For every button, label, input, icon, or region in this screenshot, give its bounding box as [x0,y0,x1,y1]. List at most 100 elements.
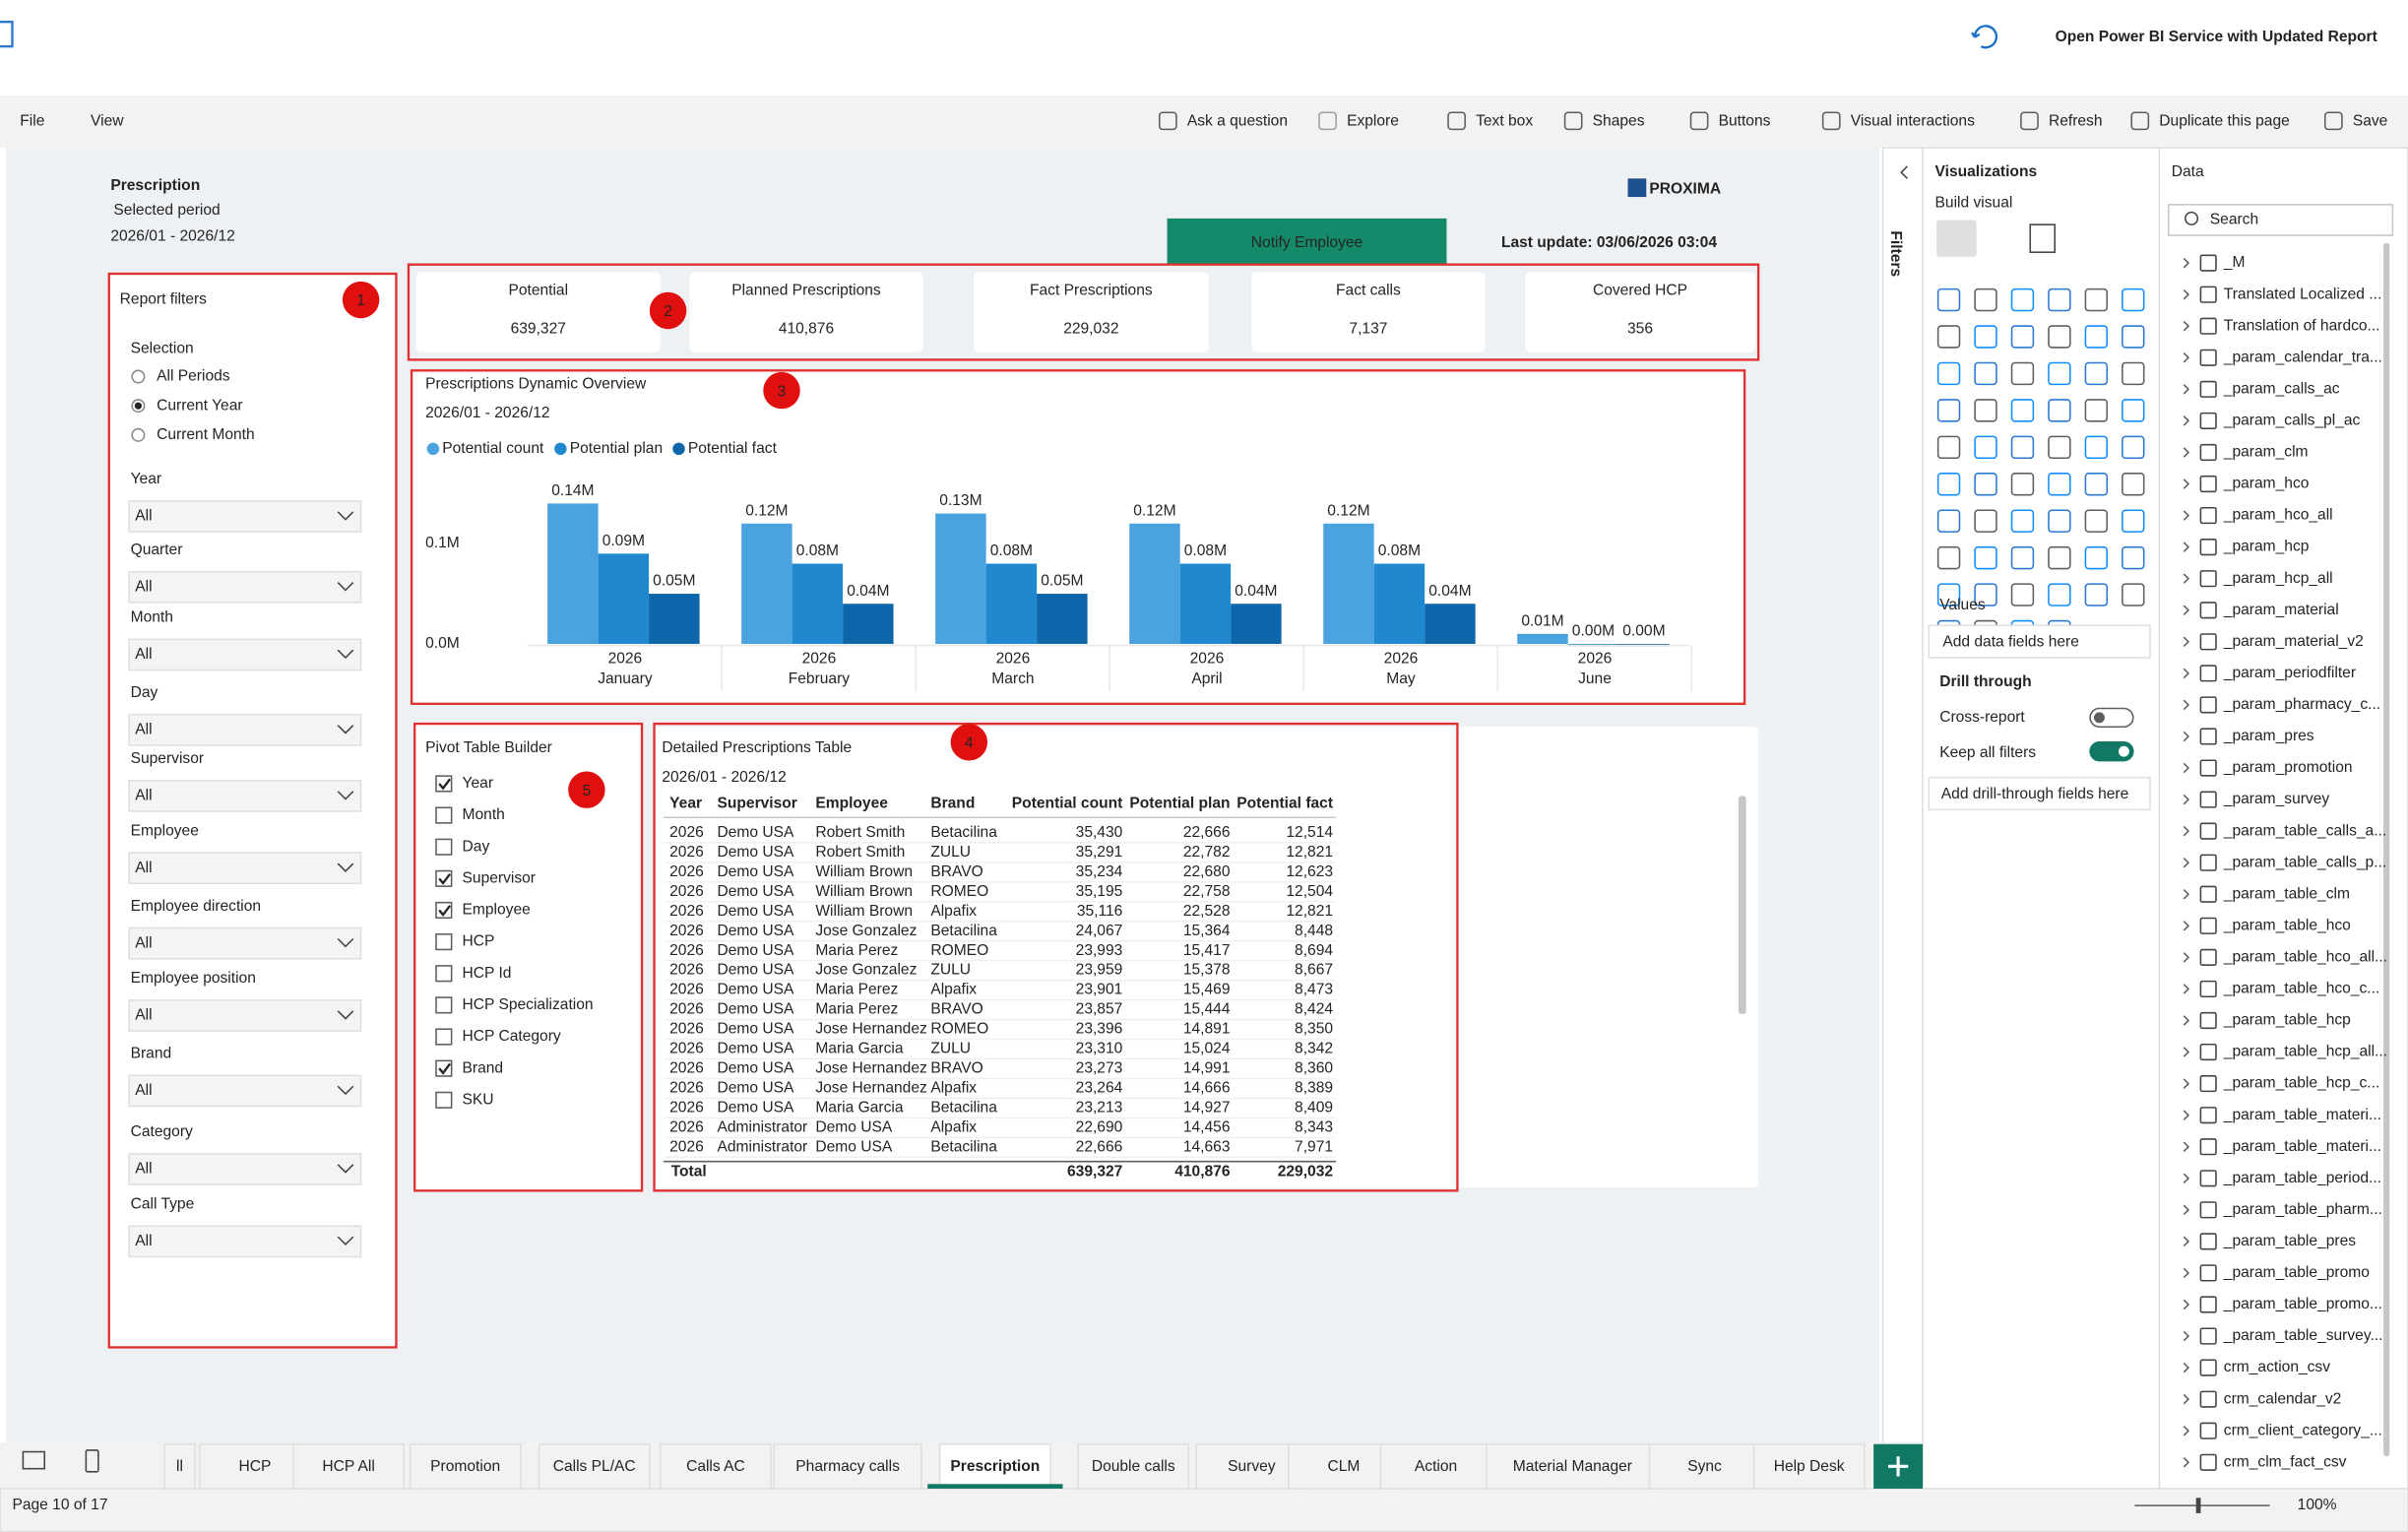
page-tab-label[interactable]: Double calls [1092,1458,1175,1475]
page-tab-label[interactable]: CLM [1328,1458,1361,1475]
page-tab-label[interactable]: Pharmacy calls [795,1458,900,1475]
checkbox-label[interactable]: SKU [463,1091,494,1108]
dropdown[interactable] [128,638,362,671]
checkbox[interactable] [435,775,453,793]
search-placeholder[interactable]: Search [2210,212,2258,228]
data-item[interactable]: _param_table_hcp [2223,1012,2351,1029]
checkbox[interactable] [435,965,453,983]
data-item[interactable]: _param_hco_all [2223,507,2333,524]
checkbox-label[interactable]: Year [463,775,493,792]
data-item[interactable]: _param_calls_pl_ac [2223,413,2361,429]
expand-chevron[interactable] [2183,542,2190,552]
page-tab-label[interactable]: HCP All [322,1458,374,1475]
dropdown[interactable] [128,780,362,812]
menu-item[interactable]: File [20,113,44,130]
expand-chevron[interactable] [2183,1015,2190,1026]
visual-type-icon[interactable] [1936,583,1961,606]
data-item[interactable]: crm_client_category_... [2224,1422,2382,1438]
data-item[interactable]: _param_clm [2223,444,2309,461]
collapse-chevron[interactable] [1900,165,1909,179]
checkbox-label[interactable]: Supervisor [463,869,536,886]
visual-type-icon[interactable] [2048,583,2071,606]
visual-type-icon[interactable] [2010,435,2035,460]
visual-type-icon[interactable] [1936,325,1961,349]
dropdown[interactable] [128,852,362,885]
visual-type-icon[interactable] [2122,325,2145,349]
dropdown[interactable] [128,713,362,746]
radio[interactable] [131,369,146,384]
toolbar-item[interactable]: Refresh [2049,113,2103,130]
dropdown-value[interactable]: All [135,1082,152,1099]
data-item[interactable]: _param_table_hco_c... [2223,981,2379,997]
expand-chevron[interactable] [2183,320,2190,332]
visual-type-icon[interactable] [2010,361,2035,386]
expand-chevron[interactable] [2183,288,2190,300]
visual-type-icon[interactable] [2122,287,2145,312]
search-box[interactable] [2167,204,2394,236]
field-well[interactable] [1928,624,2151,659]
visual-type-icon[interactable] [1936,435,1961,460]
radio-label[interactable]: All Periods [157,368,230,385]
toolbar-item[interactable]: Duplicate this page [2159,113,2290,130]
dropdown-value[interactable]: All [135,1233,152,1249]
visual-type-icon[interactable] [2122,399,2145,422]
checkbox[interactable] [435,1059,453,1077]
visual-type-icon[interactable] [1936,545,1961,570]
visual-type-icon[interactable] [2048,545,2071,570]
data-item[interactable]: _param_survey [2223,791,2330,807]
page-tab[interactable] [773,1442,922,1490]
visual-type-icon[interactable] [1936,287,1961,312]
menu-item[interactable]: View [91,113,124,130]
page-tab-label[interactable]: Calls AC [686,1458,745,1475]
dropdown-value[interactable]: All [135,508,152,525]
data-item[interactable]: _param_table_materi... [2223,1107,2381,1123]
expand-chevron[interactable] [2183,447,2190,458]
checkbox[interactable] [435,806,453,824]
dropdown[interactable] [128,1225,362,1258]
expand-chevron[interactable] [2183,794,2190,805]
data-item[interactable]: Translation of hardco... [2224,317,2380,334]
page-tab-label[interactable]: Survey [1228,1458,1276,1475]
page-tab-label[interactable]: Promotion [430,1458,500,1475]
checkbox[interactable] [435,996,453,1014]
visual-type-icon[interactable] [2010,509,2035,533]
checkbox[interactable] [435,901,453,920]
expand-chevron[interactable] [2183,415,2190,426]
visual-type-icon[interactable] [1936,473,1961,496]
drill-well[interactable] [1928,776,2151,811]
visual-type-icon[interactable] [2010,287,2035,312]
expand-chevron[interactable] [2183,668,2190,679]
data-item[interactable]: _param_table_materi... [2223,1138,2381,1155]
expand-chevron[interactable] [2183,762,2190,774]
expand-chevron[interactable] [2183,1047,2190,1057]
expand-chevron[interactable] [2183,1425,2190,1436]
open-service-link[interactable]: Open Power BI Service with Updated Repor… [2056,29,2377,45]
dropdown[interactable] [128,570,362,604]
visual-type-icon[interactable] [2048,325,2071,349]
visual-type-icon[interactable] [2084,399,2109,422]
data-item[interactable]: _param_pres [2223,728,2314,744]
view-icon-desktop[interactable] [22,1450,46,1470]
dropdown[interactable] [128,999,362,1032]
radio[interactable] [131,427,146,442]
expand-chevron[interactable] [2183,384,2190,395]
expand-chevron[interactable] [2183,1330,2190,1342]
expand-chevron[interactable] [2183,605,2190,615]
checkbox[interactable] [435,869,453,887]
data-item[interactable]: _param_table_pres [2223,1233,2356,1249]
data-item[interactable]: _param_table_calls_a... [2223,822,2386,839]
expand-chevron[interactable] [2183,1393,2190,1405]
dropdown[interactable] [128,926,362,960]
toolbar-item[interactable]: Text box [1476,113,1533,130]
dropdown[interactable] [128,1074,362,1108]
toolbar-item[interactable]: Visual interactions [1851,113,1975,130]
visual-type-icon[interactable] [2122,473,2145,496]
page-tab[interactable] [1752,1442,1866,1490]
visual-type-icon[interactable] [1974,545,1997,570]
expand-chevron[interactable] [2183,1267,2190,1279]
dropdown[interactable] [128,1153,362,1185]
expand-chevron[interactable] [2183,1299,2190,1310]
expand-chevron[interactable] [2183,921,2190,931]
data-item[interactable]: _param_table_promo... [2223,1296,2382,1312]
visual-type-icon[interactable] [2122,545,2145,570]
